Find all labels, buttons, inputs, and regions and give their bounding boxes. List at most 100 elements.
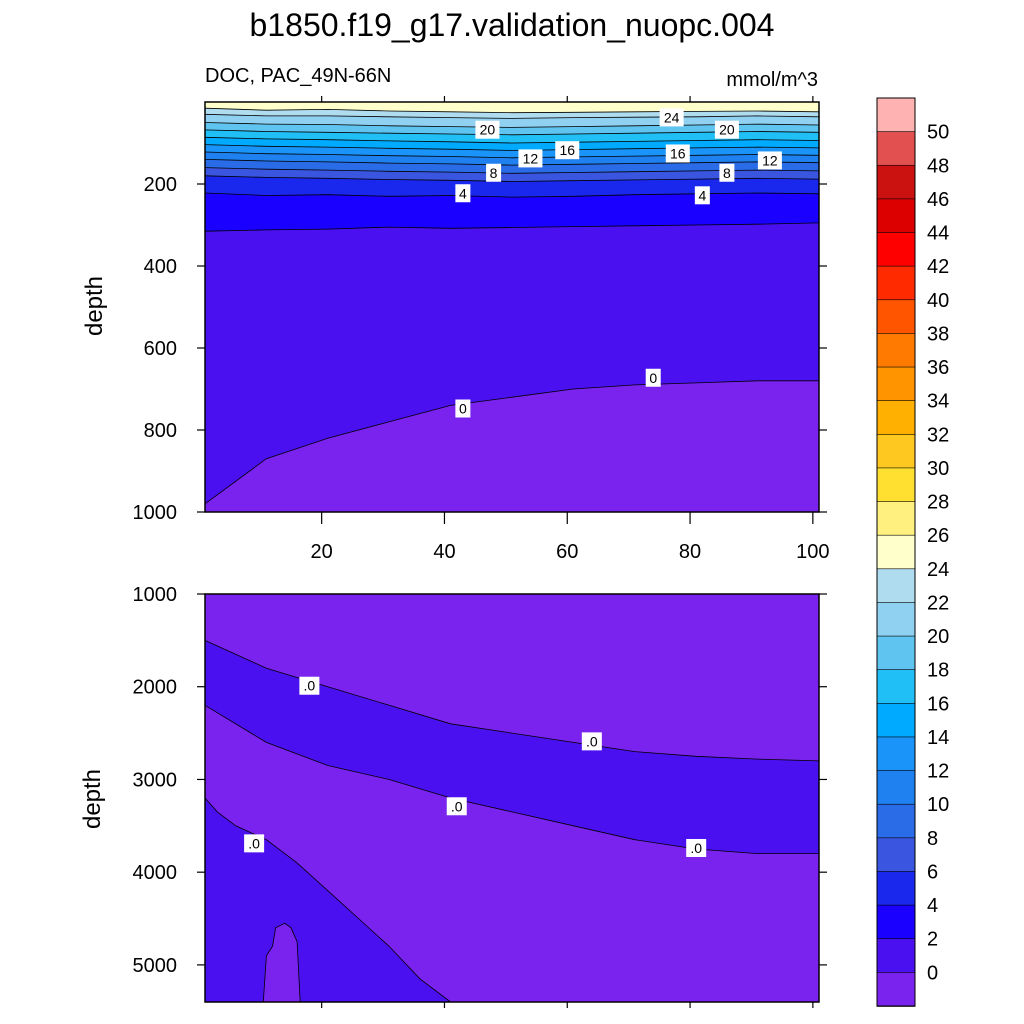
lower-contour-label: .0 — [446, 797, 467, 816]
lower-contour-label-text: .0 — [248, 835, 260, 851]
figure-title: b1850.f19_g17.validation_nuopc.004 — [250, 7, 775, 43]
colorbar-label: 50 — [927, 122, 949, 144]
upper-contour-label: 0 — [455, 399, 471, 418]
upper-contour-label-box — [455, 184, 471, 203]
lower-contour-label: .0 — [299, 676, 320, 695]
colorbar-label: 10 — [927, 794, 949, 816]
colorbar-swatch — [876, 164, 916, 200]
lower-y-ticks: 1000 2000 3000 4000 5000 — [133, 584, 827, 1008]
colorbar-swatch — [876, 265, 916, 301]
upper-y-tick-label: 1000 — [133, 502, 178, 524]
upper-x-tick-label: 60 — [556, 541, 578, 563]
lower-y-tick-label: 2000 — [133, 677, 178, 699]
upper-contour-label: 16 — [555, 141, 580, 160]
upper-contour-label-text: 12 — [762, 152, 778, 168]
upper-contour-label-text: 0 — [459, 401, 467, 417]
colorbar-swatch — [876, 97, 916, 133]
lower-contour-labels: .0 .0 .0 .0 .0 — [244, 676, 707, 857]
upper-contour-label: 4 — [694, 186, 710, 205]
colorbar-swatch — [876, 669, 916, 705]
lower-fill-spike — [262, 922, 301, 1003]
upper-contour-line-8 — [204, 167, 820, 174]
colorbar-swatch — [876, 467, 916, 503]
upper-x-tick-label: 100 — [796, 541, 829, 563]
lower-contour-label: .0 — [686, 839, 707, 857]
upper-contour-line-24 — [204, 107, 820, 114]
upper-contour-label: 8 — [486, 163, 502, 182]
colorbar-label: 20 — [927, 626, 949, 648]
colorbar-label: 32 — [927, 424, 949, 446]
colorbar-label: 8 — [927, 828, 938, 850]
lower-y-axis-label: depth — [79, 769, 106, 829]
colorbar-label: 24 — [927, 559, 949, 581]
lower-contour-fills — [204, 594, 820, 1003]
lower-plot-frame — [204, 593, 820, 1003]
upper-contour-label: 20 — [475, 120, 500, 139]
lower-contour-label-text: .0 — [304, 678, 316, 694]
colorbar-swatch — [876, 703, 916, 738]
upper-contour-line-2 — [204, 222, 820, 232]
upper-contour-label-text: 0 — [649, 370, 657, 386]
colorbar-label: 22 — [927, 592, 949, 614]
lower-contour-label: .0 — [581, 732, 602, 751]
upper-contour-label-text: 24 — [664, 109, 680, 125]
colorbar-label: 38 — [927, 323, 949, 345]
upper-contour-line-12 — [204, 151, 820, 159]
colorbar-label: 28 — [927, 492, 949, 514]
colorbar-swatch — [876, 232, 916, 267]
upper-x-tick-label: 40 — [433, 541, 455, 563]
upper-contour-label-text: 16 — [670, 145, 686, 161]
upper-y-tick-label: 200 — [144, 174, 177, 196]
colorbar-swatch — [876, 366, 916, 402]
colorbar-label: 0 — [927, 962, 938, 984]
upper-contour-label-box — [518, 149, 543, 168]
upper-contour-label-text: 20 — [480, 122, 496, 138]
upper-y-tick-label: 800 — [144, 420, 177, 442]
upper-x-ticks: 20 40 60 80 100 — [311, 96, 830, 563]
upper-contour-label: 8 — [719, 163, 735, 182]
upper-contour-label: 16 — [665, 144, 690, 163]
upper-contour-line-16 — [204, 136, 820, 144]
colorbar-label: 18 — [927, 660, 949, 682]
lower-contour-label-box — [299, 676, 320, 695]
lower-y-tick-label: 5000 — [133, 955, 178, 977]
upper-contour-line-10 — [204, 159, 820, 166]
colorbar-swatch — [876, 568, 916, 604]
lower-panel: depth .0 .0 .0 .0 .0 1000 2000 3000 4000 5000 — [79, 584, 827, 1008]
lower-contour-label-box — [244, 834, 265, 853]
upper-contour-label-box — [714, 120, 739, 139]
colorbar-swatch — [876, 972, 916, 1007]
colorbar-swatch — [876, 433, 916, 469]
upper-contour-label: 12 — [757, 151, 782, 170]
upper-contour-label-box — [486, 163, 502, 182]
upper-y-tick-label: 400 — [144, 256, 177, 278]
colorbar-swatch — [876, 938, 916, 974]
upper-contour-label-text: 4 — [698, 187, 706, 203]
upper-contour-label: 4 — [455, 184, 471, 203]
upper-contour-label-box — [665, 144, 690, 163]
colorbar-label: 36 — [927, 357, 949, 379]
upper-contour-label-box — [659, 108, 684, 127]
colorbar: 5048464442403836343230282624222018161412… — [876, 97, 949, 1007]
colorbar-label: 30 — [927, 458, 949, 480]
colorbar-swatch — [876, 534, 916, 570]
upper-contour-fills — [205, 102, 819, 513]
lower-y-tick-label: 3000 — [133, 769, 178, 791]
lower-y-tick-label: 1000 — [133, 584, 178, 606]
colorbar-label: 12 — [927, 761, 949, 783]
upper-contour-label: 24 — [659, 108, 684, 127]
upper-panel: DOC, PAC_49N-66N mmol/m^3 depth 24 20 20 16… — [81, 65, 830, 563]
upper-subtitle-left: DOC, PAC_49N-66N — [205, 65, 391, 87]
upper-contour-line-0 — [204, 380, 819, 505]
upper-plot-frame — [204, 101, 820, 513]
colorbar-label: 40 — [927, 290, 949, 312]
lower-y-tick-label: 4000 — [133, 862, 178, 884]
colorbar-swatch — [876, 837, 916, 873]
upper-contour-line-6 — [204, 175, 820, 182]
upper-contour-label-box — [719, 163, 735, 182]
colorbar-swatch — [876, 770, 916, 806]
lower-contour-label: .0 — [244, 834, 265, 853]
colorbar-label: 44 — [927, 223, 949, 245]
colorbar-label: 48 — [927, 155, 949, 177]
